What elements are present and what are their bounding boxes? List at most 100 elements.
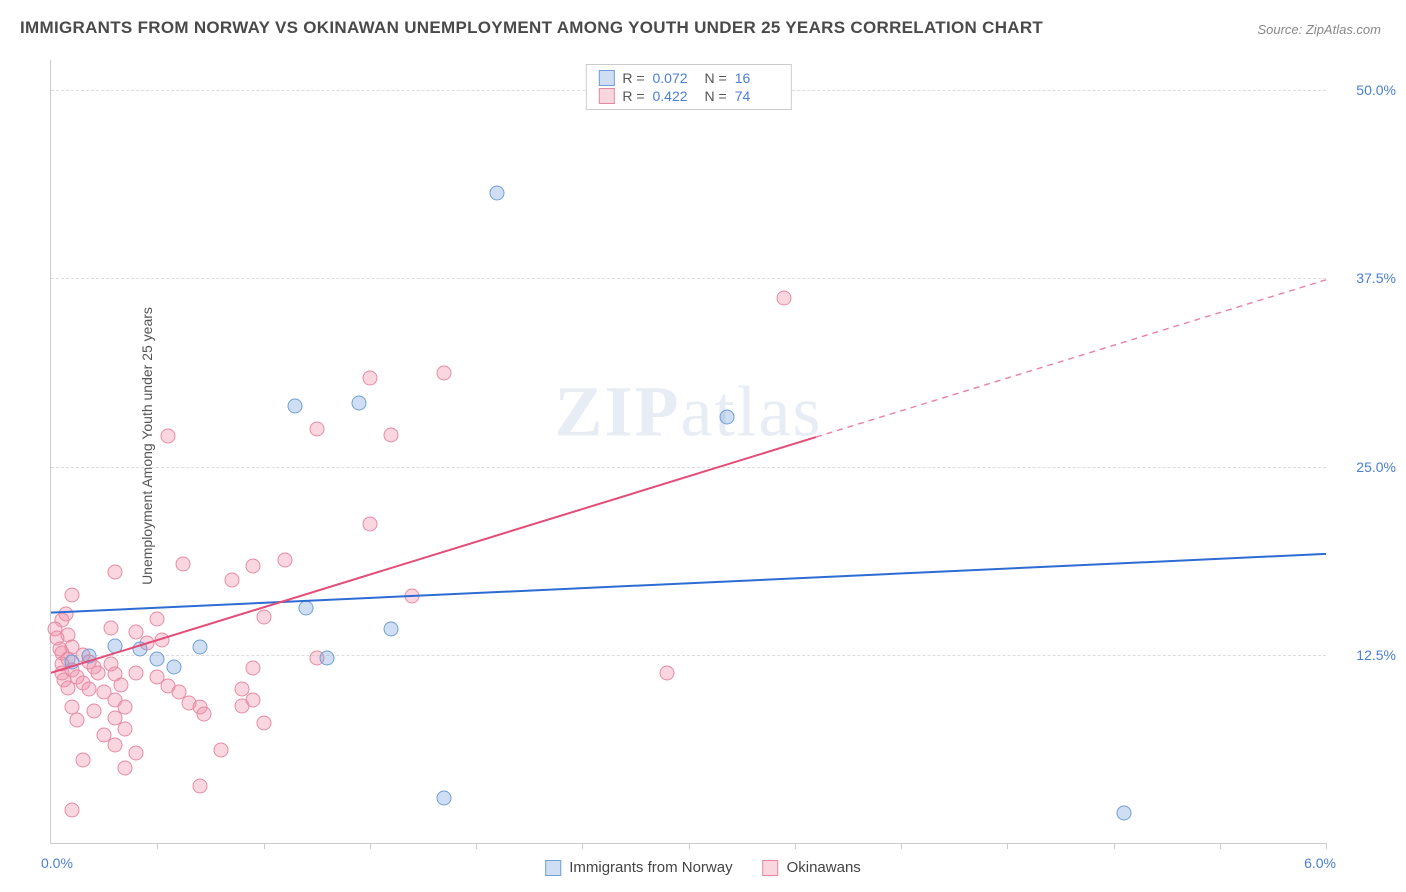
data-point-okinawans	[214, 742, 229, 757]
data-point-okinawans	[437, 366, 452, 381]
legend-swatch-norway	[545, 860, 561, 876]
data-point-okinawans	[277, 552, 292, 567]
x-tick	[582, 843, 583, 849]
data-point-okinawans	[114, 677, 129, 692]
data-point-okinawans	[107, 564, 122, 579]
data-point-okinawans	[103, 620, 118, 635]
x-tick	[1114, 843, 1115, 849]
gridline	[51, 278, 1326, 279]
data-point-okinawans	[405, 589, 420, 604]
data-point-norway	[320, 650, 335, 665]
x-tick	[795, 843, 796, 849]
legend-label-okinawans: Okinawans	[787, 859, 861, 876]
r-value-okinawans: 0.422	[653, 88, 697, 104]
data-point-okinawans	[160, 429, 175, 444]
watermark-rest: atlas	[681, 372, 823, 452]
data-point-okinawans	[192, 778, 207, 793]
data-point-norway	[82, 649, 97, 664]
data-point-norway	[167, 659, 182, 674]
x-tick	[689, 843, 690, 849]
data-point-okinawans	[86, 703, 101, 718]
data-point-okinawans	[777, 290, 792, 305]
data-point-okinawans	[75, 753, 90, 768]
y-tick-label: 12.5%	[1336, 647, 1396, 663]
series-legend: Immigrants from Norway Okinawans	[545, 859, 861, 876]
watermark: ZIPatlas	[555, 371, 823, 454]
data-point-norway	[150, 652, 165, 667]
y-tick-label: 50.0%	[1336, 82, 1396, 98]
data-point-okinawans	[129, 625, 144, 640]
legend-swatch-okinawans	[763, 860, 779, 876]
data-point-okinawans	[245, 661, 260, 676]
data-point-norway	[133, 641, 148, 656]
data-point-okinawans	[224, 572, 239, 587]
r-label: R =	[622, 70, 644, 86]
data-point-okinawans	[384, 427, 399, 442]
legend-swatch-okinawans	[598, 88, 614, 104]
data-point-okinawans	[48, 622, 63, 637]
legend-label-norway: Immigrants from Norway	[569, 859, 732, 876]
data-point-okinawans	[69, 712, 84, 727]
gridline	[51, 655, 1326, 656]
x-axis-min-label: 0.0%	[41, 855, 73, 871]
r-value-norway: 0.072	[653, 70, 697, 86]
data-point-okinawans	[660, 665, 675, 680]
data-point-okinawans	[256, 715, 271, 730]
legend-row-norway: R = 0.072 N = 16	[598, 69, 778, 87]
data-point-okinawans	[256, 610, 271, 625]
data-point-norway	[719, 409, 734, 424]
data-point-norway	[107, 638, 122, 653]
data-point-okinawans	[65, 802, 80, 817]
data-point-okinawans	[175, 557, 190, 572]
r-label: R =	[622, 88, 644, 104]
data-point-okinawans	[118, 721, 133, 736]
data-point-norway	[384, 622, 399, 637]
data-point-okinawans	[154, 632, 169, 647]
data-point-okinawans	[129, 665, 144, 680]
y-tick-label: 25.0%	[1336, 459, 1396, 475]
data-point-okinawans	[82, 682, 97, 697]
plot-area: ZIPatlas R = 0.072 N = 16 R = 0.422 N = …	[50, 60, 1326, 844]
x-tick	[157, 843, 158, 849]
data-point-norway	[437, 790, 452, 805]
data-point-okinawans	[150, 611, 165, 626]
x-tick	[1007, 843, 1008, 849]
correlation-legend: R = 0.072 N = 16 R = 0.422 N = 74	[585, 64, 791, 110]
data-point-okinawans	[129, 745, 144, 760]
data-point-norway	[352, 396, 367, 411]
data-point-okinawans	[362, 370, 377, 385]
n-value-okinawans: 74	[735, 88, 779, 104]
data-point-okinawans	[107, 738, 122, 753]
x-axis-max-label: 6.0%	[1304, 855, 1336, 871]
x-tick	[901, 843, 902, 849]
legend-row-okinawans: R = 0.422 N = 74	[598, 87, 778, 105]
source-prefix: Source:	[1257, 22, 1305, 37]
legend-item-norway: Immigrants from Norway	[545, 859, 732, 876]
data-point-norway	[299, 601, 314, 616]
data-point-norway	[490, 185, 505, 200]
data-point-norway	[192, 640, 207, 655]
data-point-norway	[65, 655, 80, 670]
y-tick-label: 37.5%	[1336, 270, 1396, 286]
chart-title: IMMIGRANTS FROM NORWAY VS OKINAWAN UNEMP…	[20, 18, 1043, 38]
gridline	[51, 467, 1326, 468]
data-point-okinawans	[362, 516, 377, 531]
source-link[interactable]: ZipAtlas.com	[1306, 22, 1381, 37]
legend-swatch-norway	[598, 70, 614, 86]
x-tick	[264, 843, 265, 849]
data-point-okinawans	[58, 607, 73, 622]
watermark-bold: ZIP	[555, 372, 681, 452]
data-point-okinawans	[309, 421, 324, 436]
source-credit: Source: ZipAtlas.com	[1257, 22, 1381, 37]
n-value-norway: 16	[735, 70, 779, 86]
x-tick	[370, 843, 371, 849]
data-point-okinawans	[245, 558, 260, 573]
trend-lines	[51, 60, 1326, 843]
n-label: N =	[705, 70, 727, 86]
data-point-norway	[288, 399, 303, 414]
data-point-okinawans	[197, 706, 212, 721]
x-tick	[1220, 843, 1221, 849]
data-point-okinawans	[245, 692, 260, 707]
legend-item-okinawans: Okinawans	[763, 859, 861, 876]
data-point-okinawans	[65, 587, 80, 602]
